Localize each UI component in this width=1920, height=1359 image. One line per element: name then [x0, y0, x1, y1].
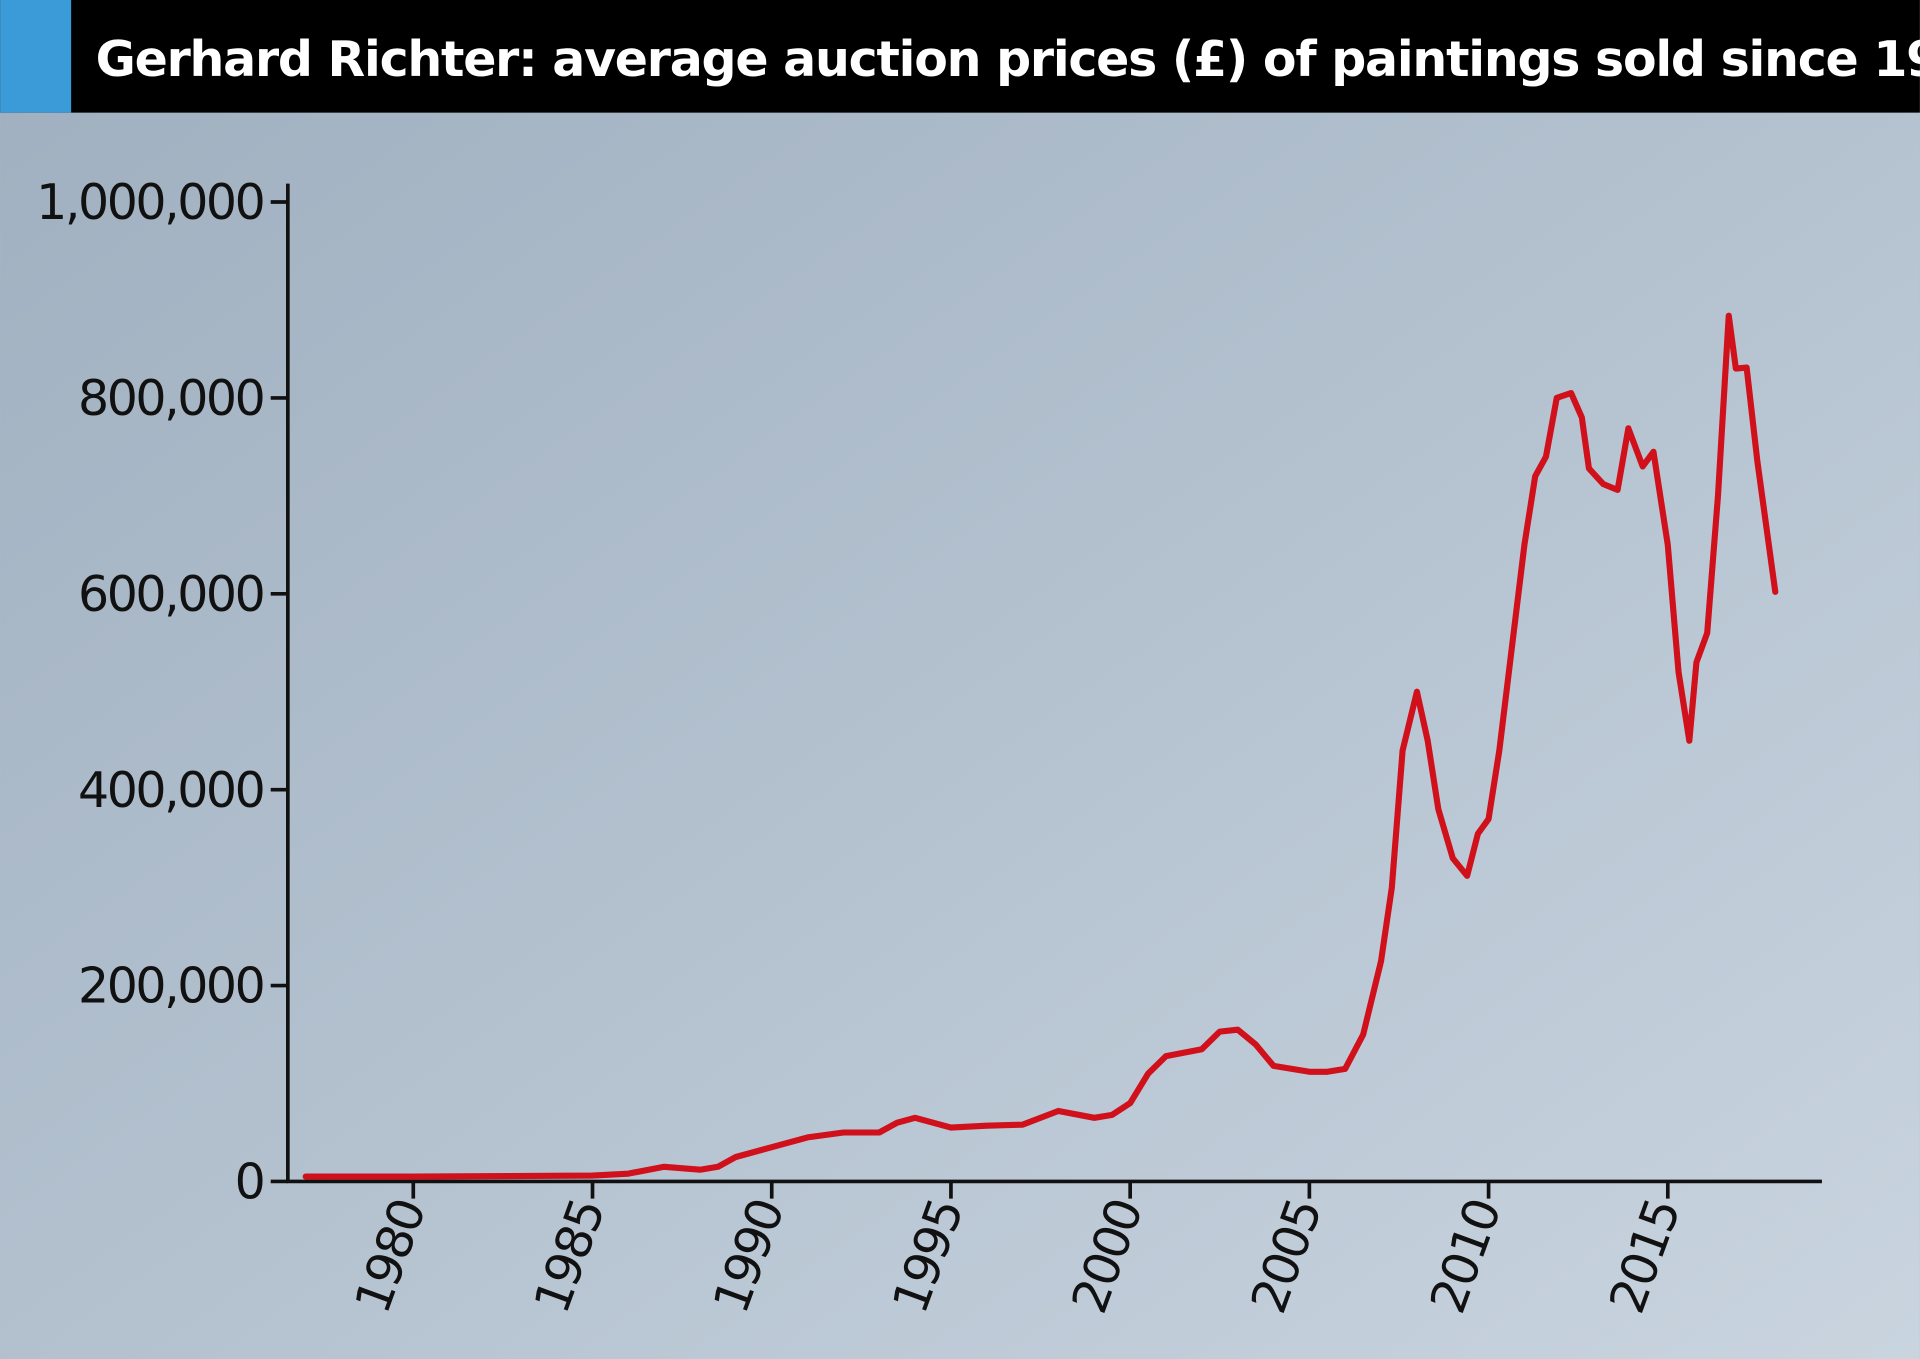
y-tick-label: 600,000 [78, 566, 263, 623]
title-accent [0, 0, 72, 113]
chart-title: Gerhard Richter: average auction prices … [96, 31, 1920, 88]
title-bar [0, 0, 1920, 113]
y-tick-label: 400,000 [78, 762, 263, 819]
y-tick-label: 0 [235, 1154, 264, 1211]
y-tick-label: 800,000 [78, 370, 263, 427]
y-tick-label: 200,000 [78, 958, 263, 1015]
y-tick-label: 1,000,000 [36, 174, 263, 231]
price-line [302, 312, 1779, 1180]
